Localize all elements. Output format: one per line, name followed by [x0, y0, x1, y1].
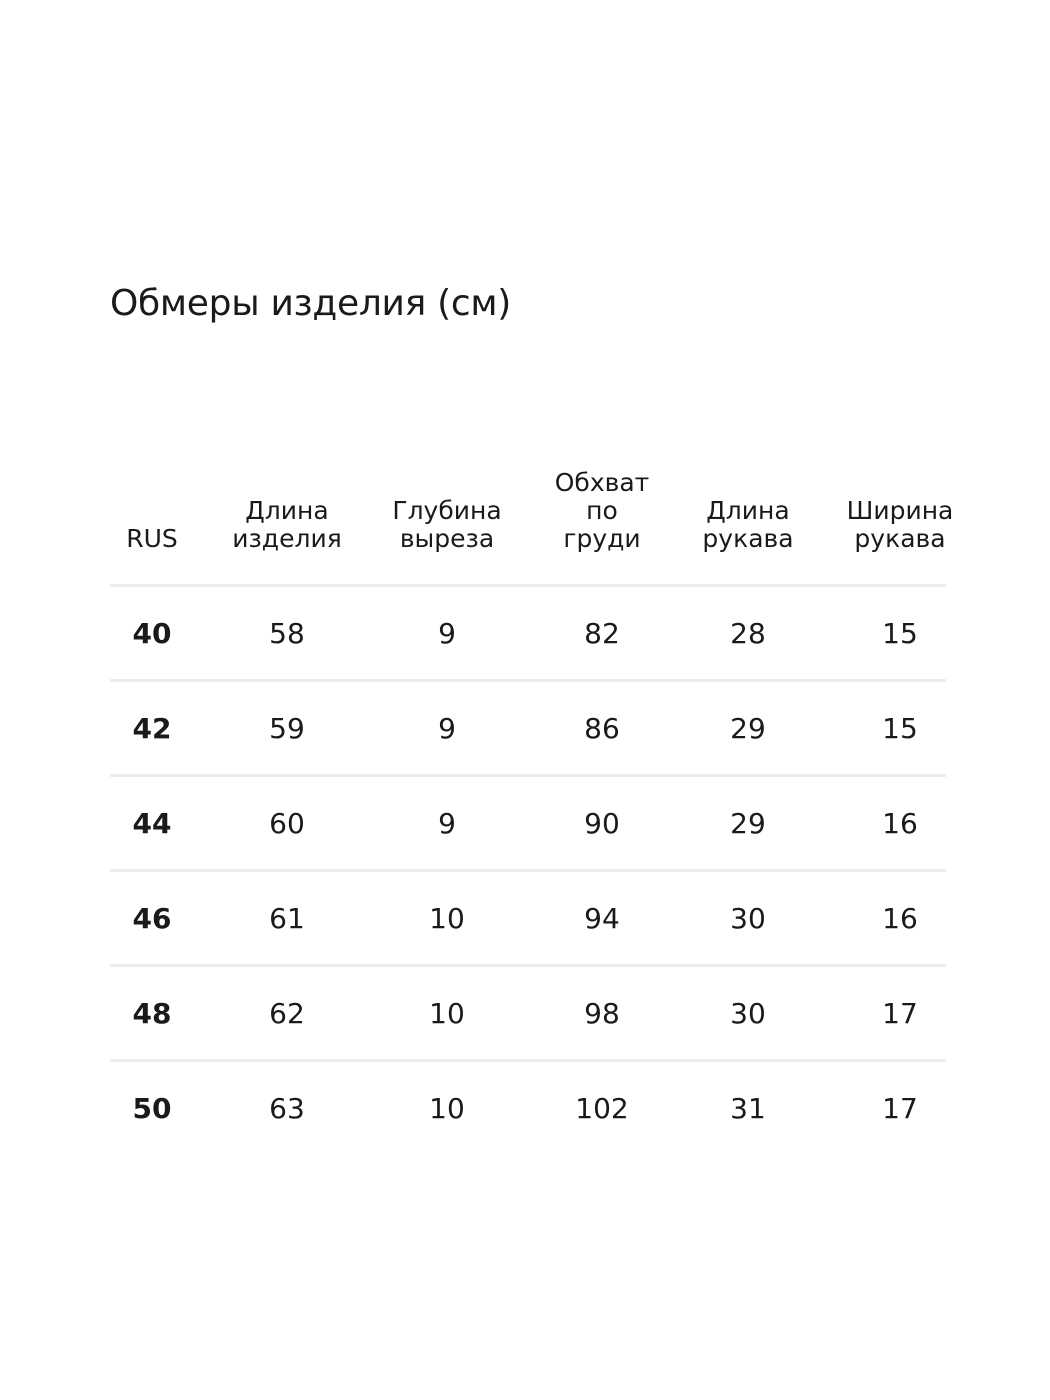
table-row: 44 60 9 90 29 16 [110, 777, 946, 872]
sleeve-length-cell: 30 [730, 901, 766, 935]
sleeve-length-cell: 31 [730, 1091, 766, 1125]
chest-circumference-cell: 102 [575, 1091, 629, 1125]
table-row: 42 59 9 86 29 15 [110, 682, 946, 777]
table-header-row: RUS Длина изделия Глубина выреза Обхват … [110, 467, 953, 587]
chest-circumference-cell: 98 [584, 996, 620, 1030]
sleeve-width-cell: 16 [882, 806, 918, 840]
garment-length-cell: 62 [269, 996, 305, 1030]
sleeve-width-cell: 17 [882, 996, 918, 1030]
chest-circumference-cell: 94 [584, 901, 620, 935]
size-cell: 48 [132, 996, 172, 1030]
size-measurements-table: RUS Длина изделия Глубина выреза Обхват … [110, 467, 953, 1154]
chest-circumference-cell: 86 [584, 711, 620, 745]
sleeve-width-cell: 16 [882, 901, 918, 935]
page-title: Обмеры изделия (см) [110, 283, 511, 324]
neckline-depth-cell: 10 [429, 996, 465, 1030]
neckline-depth-cell: 9 [438, 616, 456, 650]
garment-length-cell: 63 [269, 1091, 305, 1125]
size-cell: 42 [132, 711, 172, 745]
size-cell: 44 [132, 806, 172, 840]
sleeve-length-cell: 30 [730, 996, 766, 1030]
chest-circumference-cell: 82 [584, 616, 620, 650]
sleeve-width-cell: 15 [882, 616, 918, 650]
garment-length-cell: 61 [269, 901, 305, 935]
sleeve-width-cell: 15 [882, 711, 918, 745]
sleeve-length-cell: 28 [730, 616, 766, 650]
sleeve-length-cell: 29 [730, 806, 766, 840]
garment-length-cell: 58 [269, 616, 305, 650]
header-chest-circumference: Обхват по груди [554, 468, 650, 553]
garment-length-cell: 60 [269, 806, 305, 840]
table-row: 50 63 10 102 31 17 [110, 1062, 946, 1154]
table-row: 46 61 10 94 30 16 [110, 872, 946, 967]
neckline-depth-cell: 10 [429, 901, 465, 935]
neckline-depth-cell: 9 [438, 711, 456, 745]
size-cell: 40 [132, 616, 172, 650]
header-sleeve-width: Ширина рукава [846, 496, 954, 553]
garment-length-cell: 59 [269, 711, 305, 745]
neckline-depth-cell: 9 [438, 806, 456, 840]
neckline-depth-cell: 10 [429, 1091, 465, 1125]
header-neckline-depth: Глубина выреза [392, 496, 502, 553]
table-row: 48 62 10 98 30 17 [110, 967, 946, 1062]
chest-circumference-cell: 90 [584, 806, 620, 840]
header-garment-length: Длина изделия [232, 496, 342, 553]
size-cell: 50 [132, 1091, 172, 1125]
header-sleeve-length: Длина рукава [702, 496, 794, 553]
size-cell: 46 [132, 901, 172, 935]
sleeve-width-cell: 17 [882, 1091, 918, 1125]
table-row: 40 58 9 82 28 15 [110, 587, 946, 682]
header-size-rus: RUS [126, 524, 178, 553]
sleeve-length-cell: 29 [730, 711, 766, 745]
